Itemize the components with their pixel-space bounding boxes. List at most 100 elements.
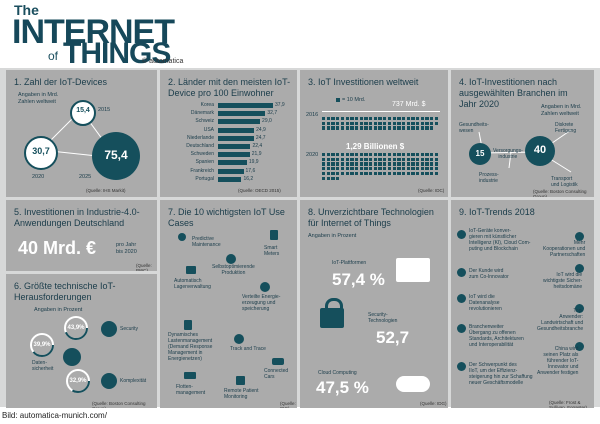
investment-square: [434, 117, 439, 121]
country-bar: [218, 127, 255, 133]
source: (Quelle: IHS Markit): [86, 188, 126, 193]
investment-square: [340, 162, 345, 166]
panel-investments: 3. IoT Investitionen weltweit = 10 Mrd. …: [300, 70, 448, 197]
investment-square: [345, 153, 349, 157]
investment-square: [336, 117, 340, 121]
country-label: Dänemark: [190, 110, 214, 117]
investment-square: [336, 153, 340, 157]
investment-square: [416, 153, 420, 157]
investment-square: [359, 121, 363, 126]
analytics-icon: [457, 294, 466, 303]
investment-square: [420, 121, 425, 126]
investment-square: [378, 153, 382, 157]
investment-square: [383, 117, 387, 121]
investment-square: [397, 153, 401, 157]
investment-square: [420, 162, 425, 166]
panel-title: 7. Die 10 wichtigsten IoT Use Cases: [168, 207, 285, 228]
investment-square: [336, 176, 340, 180]
investment-square: [392, 157, 396, 162]
investment-square: [340, 153, 345, 157]
label-security: Security: [120, 326, 139, 332]
panel-industries: 4. IoT-Investitionen nach ausgewählten B…: [451, 70, 594, 197]
investment-square: [369, 171, 373, 176]
label-komplexitaet: Komplexität: [120, 378, 147, 384]
wrench-icon: [178, 233, 186, 241]
investment-square: [392, 117, 396, 121]
investment-square: [364, 153, 368, 157]
year-2025: 2025: [79, 174, 92, 180]
value-15: 15: [475, 149, 485, 158]
investment-square: [359, 153, 363, 157]
investment-square: [416, 171, 420, 176]
investment-square: [322, 162, 326, 166]
country-bar: [218, 168, 244, 174]
investment-square: [401, 121, 406, 126]
investment-square: [378, 162, 382, 166]
country-value: 16,2: [243, 175, 254, 182]
header-the: The: [14, 2, 39, 18]
value-cloud-computing: 47,5 %: [316, 378, 369, 397]
car-icon: [272, 358, 284, 365]
customer-icon: [457, 268, 466, 277]
investment-square: [326, 121, 331, 126]
investment-square: [392, 121, 396, 126]
trend-9: Der Schwerpunkt des IIoT, um der Effizie…: [469, 362, 533, 386]
label-cloud-computing: Cloud Computing: [318, 370, 357, 376]
header-copyright: © automatica: [142, 58, 184, 65]
country-label: Schweiz: [195, 118, 214, 125]
shield-icon: [575, 264, 584, 273]
warehouse-icon: [186, 266, 196, 274]
panel-title: 4. IoT-Investitionen nach ausgewählten B…: [459, 77, 568, 109]
investment-square: [387, 153, 392, 157]
divider-2016: [322, 111, 440, 112]
investment-square: [322, 153, 326, 157]
country-value: 24,9: [256, 126, 266, 133]
investment-square: [359, 167, 363, 171]
investment-square: [430, 126, 434, 130]
investment-square: [416, 117, 420, 121]
label-gesundheitswesen: Gesundheits- wesen: [459, 122, 489, 134]
year-2020: 2020: [32, 174, 45, 180]
investment-square: [359, 171, 363, 176]
investment-square: [420, 167, 425, 171]
investment-square: [369, 117, 373, 121]
investment-square: [411, 117, 415, 121]
investment-square: [354, 171, 359, 176]
investment-square: [364, 162, 368, 166]
investment-square: [416, 167, 420, 171]
investment-square: [406, 121, 410, 126]
value-security-technologien: 52,7: [376, 328, 410, 347]
country-value: 29,0: [262, 118, 272, 125]
year-2016: 2016: [306, 112, 319, 118]
investment-square: [401, 117, 406, 121]
investment-square: [420, 157, 425, 162]
bubble-15: [469, 143, 491, 165]
trend-2: Mehr Kooperationen und Partnerschaften: [543, 240, 586, 258]
country-value: 21,9: [251, 151, 262, 158]
investment-square: [397, 157, 401, 162]
country-label: Deutschland: [186, 143, 214, 149]
investment-square: [406, 162, 410, 166]
value-iot-plattformen: 57,4 %: [332, 270, 385, 289]
source: (Quelle: OECD 2015): [238, 188, 281, 193]
investment-square: [411, 162, 415, 166]
investment-square: [340, 117, 345, 121]
investment-square: [354, 162, 359, 166]
country-bar: [218, 176, 242, 182]
investment-square: [331, 162, 335, 166]
investment-square: [430, 171, 434, 176]
investment-square: [331, 153, 335, 157]
investment-square: [326, 126, 331, 130]
header-things: THINGS: [63, 37, 171, 70]
investment-square: [326, 171, 331, 176]
country-label: Spanien: [195, 159, 214, 166]
chip-icon: [457, 230, 466, 239]
investment-square: [416, 157, 420, 162]
country-bar: [218, 144, 251, 149]
investment-square: [434, 121, 439, 126]
panel-title: 9. IoT-Trends 2018: [459, 207, 535, 217]
investment-square: [425, 153, 429, 157]
lock-shackle: [325, 298, 343, 313]
investment-square: [392, 167, 396, 171]
investment-square: [359, 162, 363, 166]
